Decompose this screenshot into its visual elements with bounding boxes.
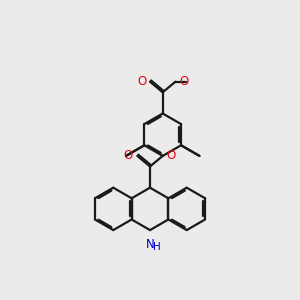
Text: N: N: [146, 238, 154, 251]
Text: O: O: [179, 75, 188, 88]
Text: H: H: [153, 242, 160, 253]
Text: O: O: [137, 75, 146, 88]
Text: O: O: [166, 149, 176, 162]
Text: O: O: [124, 149, 133, 162]
